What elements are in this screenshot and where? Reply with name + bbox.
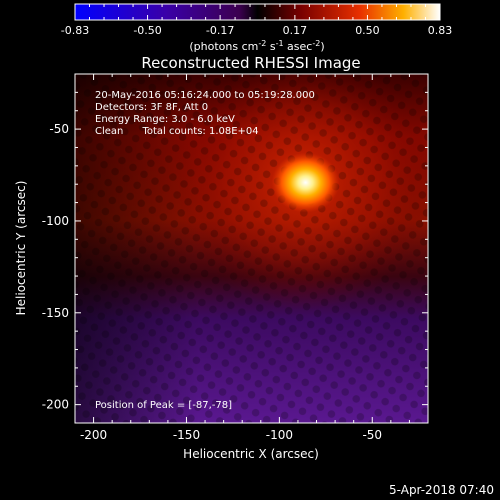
y-tick-label: -200: [42, 398, 69, 412]
plot-frame: [74, 73, 429, 424]
colorbar-tick-label: 0.50: [355, 24, 380, 37]
y-axis-label: Heliocentric Y (arcsec): [14, 181, 28, 316]
x-tick-label: -150: [173, 428, 200, 442]
x-tick-label: -200: [80, 428, 107, 442]
peak-source: [271, 152, 340, 213]
x-axis-label: Heliocentric X (arcsec): [183, 447, 319, 461]
colorbar-tick-label: 0.17: [283, 24, 308, 37]
chart-title: Reconstructed RHESSI Image: [141, 54, 360, 72]
heatmap-image: [75, 74, 428, 423]
annotation-counts: Clean Total counts: 1.08E+04: [95, 126, 259, 137]
colorbar-tick-label: -0.50: [133, 24, 161, 37]
x-tick-label: -100: [266, 428, 293, 442]
annotation-energy: Energy Range: 3.0 - 6.0 keV: [95, 114, 235, 125]
y-tick-label: -150: [42, 306, 69, 320]
axis-ticks: -200 -150 -100 -50 -200 -150 -100 -50: [42, 73, 429, 442]
colorbar: -0.83 -0.50 -0.17 0.17 0.50 0.83 (photons cm-…: [61, 3, 452, 53]
x-tick-label: -50: [362, 428, 382, 442]
colorbar-tick-label: -0.17: [206, 24, 234, 37]
colorbar-tick-label: 0.83: [428, 24, 453, 37]
colorbar-ticks: -0.83 -0.50 -0.17 0.17 0.50 0.83: [61, 4, 452, 37]
observation-info: 20-May-2016 05:16:24.000 to 05:19:28.000…: [95, 90, 315, 137]
colorbar-unit: (photons cm-2 s-1 asec-2): [189, 39, 324, 53]
peak-position-label: Position of Peak = [-87,-78]: [95, 400, 232, 411]
colorbar-gradient: [74, 3, 441, 21]
y-tick-label: -100: [42, 214, 69, 228]
annotation-time: 20-May-2016 05:16:24.000 to 05:19:28.000: [95, 90, 315, 101]
y-tick-label: -50: [49, 122, 69, 136]
footer-timestamp: 5-Apr-2018 07:40: [389, 483, 494, 497]
colorbar-tick-label: -0.83: [61, 24, 89, 37]
annotation-detectors: Detectors: 3F 8F, Att 0: [95, 102, 208, 113]
